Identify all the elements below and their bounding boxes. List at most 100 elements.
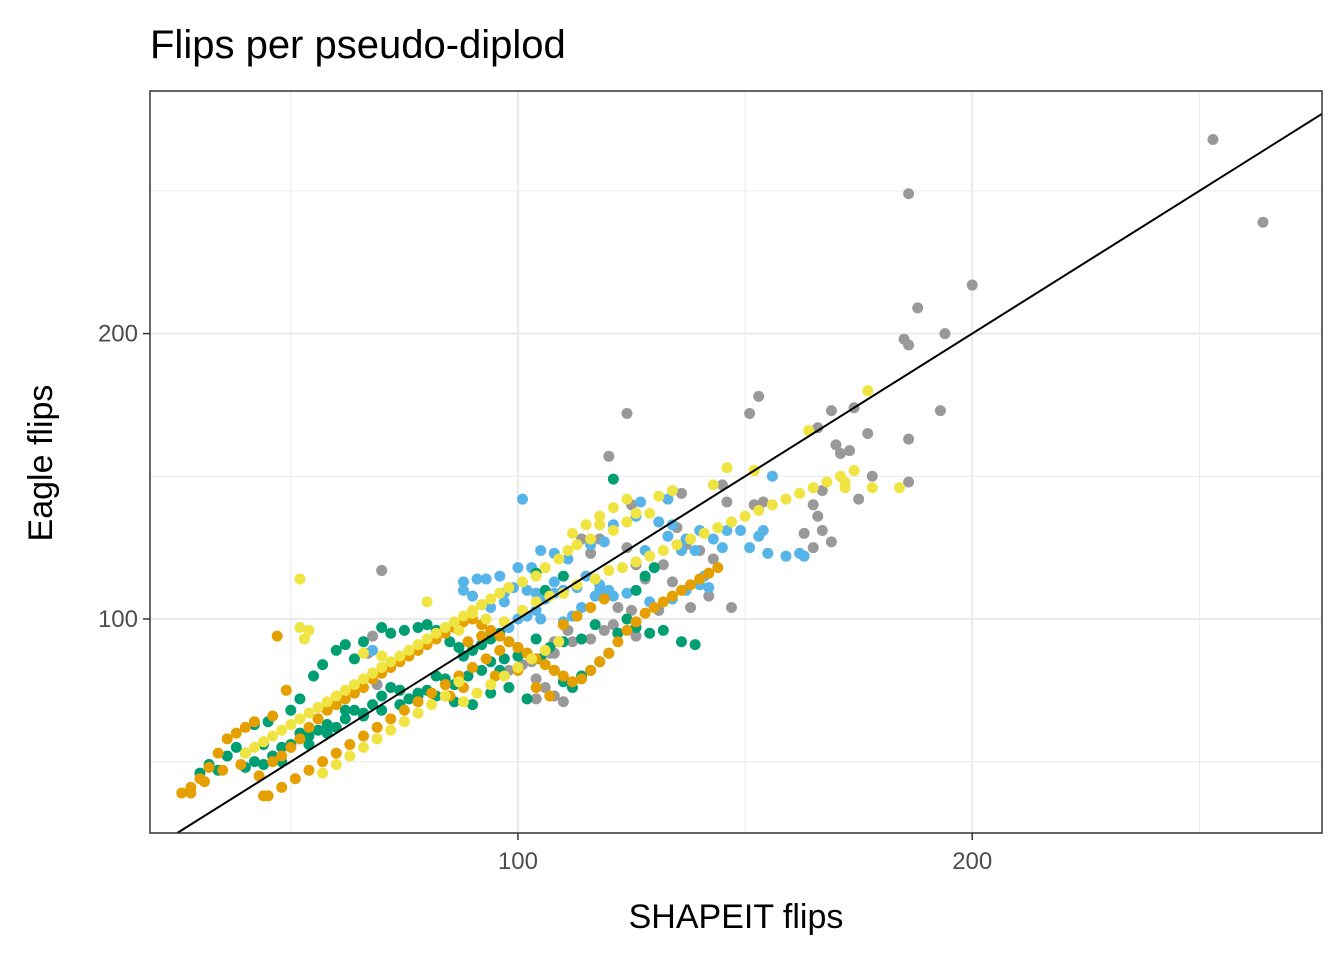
data-point (753, 390, 765, 402)
data-point (621, 516, 633, 528)
data-point (807, 482, 819, 494)
data-point (457, 696, 469, 708)
data-point (308, 670, 320, 682)
data-point (358, 730, 370, 742)
data-point (630, 616, 642, 628)
data-point (607, 524, 619, 536)
data-point (698, 527, 710, 539)
data-point (321, 696, 333, 708)
data-point (612, 636, 624, 648)
data-point (498, 596, 510, 608)
data-point (239, 747, 251, 759)
data-point (812, 510, 824, 522)
data-point (830, 439, 842, 451)
data-point (176, 787, 188, 799)
data-point (185, 787, 197, 799)
data-point (485, 602, 497, 614)
data-point (344, 739, 356, 751)
data-point (312, 701, 324, 713)
data-point (457, 610, 469, 622)
data-point (280, 684, 292, 696)
data-point (735, 524, 747, 536)
data-point (530, 673, 542, 685)
data-points (176, 134, 1269, 802)
data-point (621, 493, 633, 505)
data-point (626, 604, 638, 616)
data-point (467, 607, 479, 619)
data-point (648, 562, 660, 574)
data-point (571, 539, 583, 551)
data-point (385, 681, 397, 693)
data-point (221, 733, 233, 745)
data-point (376, 704, 388, 716)
data-point (376, 622, 388, 634)
data-point (721, 496, 733, 508)
data-point (303, 721, 315, 733)
data-point (744, 542, 756, 554)
data-point (657, 559, 669, 571)
data-point (453, 624, 465, 636)
data-point (262, 790, 274, 802)
major-gridlines (150, 91, 1322, 833)
reference-line (176, 112, 1323, 834)
data-point (312, 713, 324, 725)
data-point (230, 741, 242, 753)
data-point (621, 587, 633, 599)
data-point (657, 544, 669, 556)
data-point (594, 656, 606, 668)
data-point (303, 739, 315, 751)
data-point (807, 499, 819, 511)
data-point (494, 587, 506, 599)
data-point (803, 425, 815, 437)
data-point (276, 750, 288, 762)
data-point (721, 524, 733, 536)
data-point (267, 730, 279, 742)
data-point (612, 627, 624, 639)
data-point (339, 704, 351, 716)
data-point (816, 524, 828, 536)
data-point (512, 661, 524, 673)
data-point (603, 647, 615, 659)
data-point (367, 699, 379, 711)
data-point (666, 485, 678, 497)
data-point (285, 741, 297, 753)
data-point (289, 773, 301, 785)
x-axis-title: SHAPEIT flips (629, 898, 844, 936)
data-point (939, 328, 951, 340)
data-point (294, 733, 306, 745)
data-point (544, 590, 556, 602)
data-point (630, 507, 642, 519)
data-point (639, 607, 651, 619)
data-point (285, 704, 297, 716)
data-point (539, 562, 551, 574)
y-tick-label: 200 (98, 321, 138, 348)
data-point (630, 584, 642, 596)
data-point (421, 619, 433, 631)
data-point (471, 687, 483, 699)
data-point (603, 564, 615, 576)
data-point (476, 664, 488, 676)
data-point (576, 602, 588, 614)
data-point (294, 573, 306, 585)
data-point (576, 633, 588, 645)
data-point (825, 405, 837, 417)
data-point (348, 679, 360, 691)
data-point (503, 582, 515, 594)
data-point (689, 544, 701, 556)
data-point (862, 427, 874, 439)
data-point (348, 653, 360, 665)
data-point (453, 676, 465, 688)
data-point (807, 542, 819, 554)
data-point (385, 656, 397, 668)
data-point (653, 516, 665, 528)
data-point (376, 650, 388, 662)
data-point (912, 302, 924, 314)
data-point (894, 482, 906, 494)
data-point (966, 279, 978, 291)
data-point (598, 624, 610, 636)
data-point (685, 602, 697, 614)
data-point (439, 679, 451, 691)
data-point (330, 759, 342, 771)
data-point (780, 550, 792, 562)
data-point (199, 776, 211, 788)
